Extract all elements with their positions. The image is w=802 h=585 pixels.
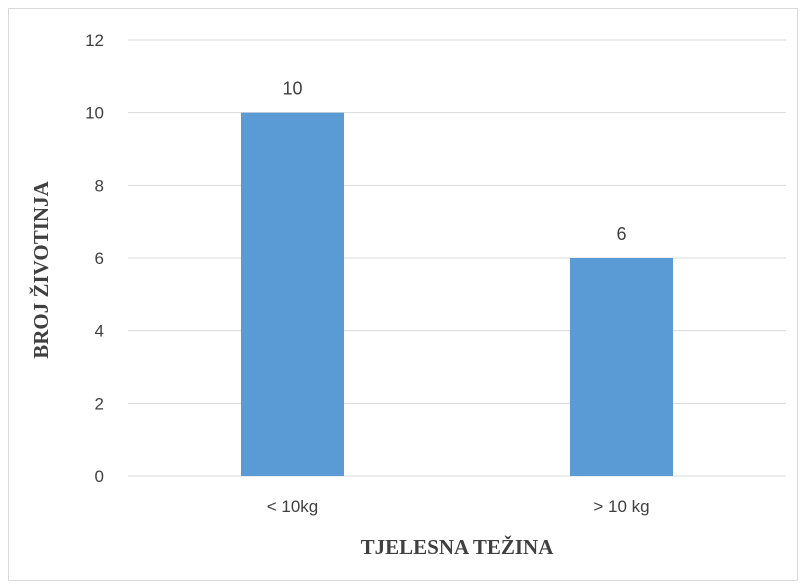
data-label: 10 — [282, 79, 302, 99]
bar — [570, 258, 673, 476]
x-axis-ticks: < 10kg > 10 kg — [267, 497, 650, 516]
data-labels: 10 6 — [282, 79, 626, 244]
y-tick-label: 4 — [95, 322, 104, 341]
gridlines — [128, 39, 786, 477]
x-axis-title: TJELESNA TEŽINA — [361, 535, 555, 559]
data-label: 6 — [616, 224, 626, 244]
bar — [241, 112, 344, 477]
bars — [241, 112, 673, 477]
y-axis-ticks: 0 2 4 6 8 10 12 — [85, 31, 104, 486]
y-axis-title: BROJ ŽIVOTINJA — [29, 180, 53, 358]
x-tick-label: > 10 kg — [593, 497, 649, 516]
y-tick-label: 12 — [85, 31, 104, 50]
y-tick-label: 0 — [95, 467, 104, 486]
x-tick-label: < 10kg — [267, 497, 319, 516]
y-tick-label: 2 — [95, 394, 104, 413]
y-tick-label: 6 — [95, 249, 104, 268]
y-tick-label: 10 — [85, 104, 104, 123]
y-tick-label: 8 — [95, 176, 104, 195]
